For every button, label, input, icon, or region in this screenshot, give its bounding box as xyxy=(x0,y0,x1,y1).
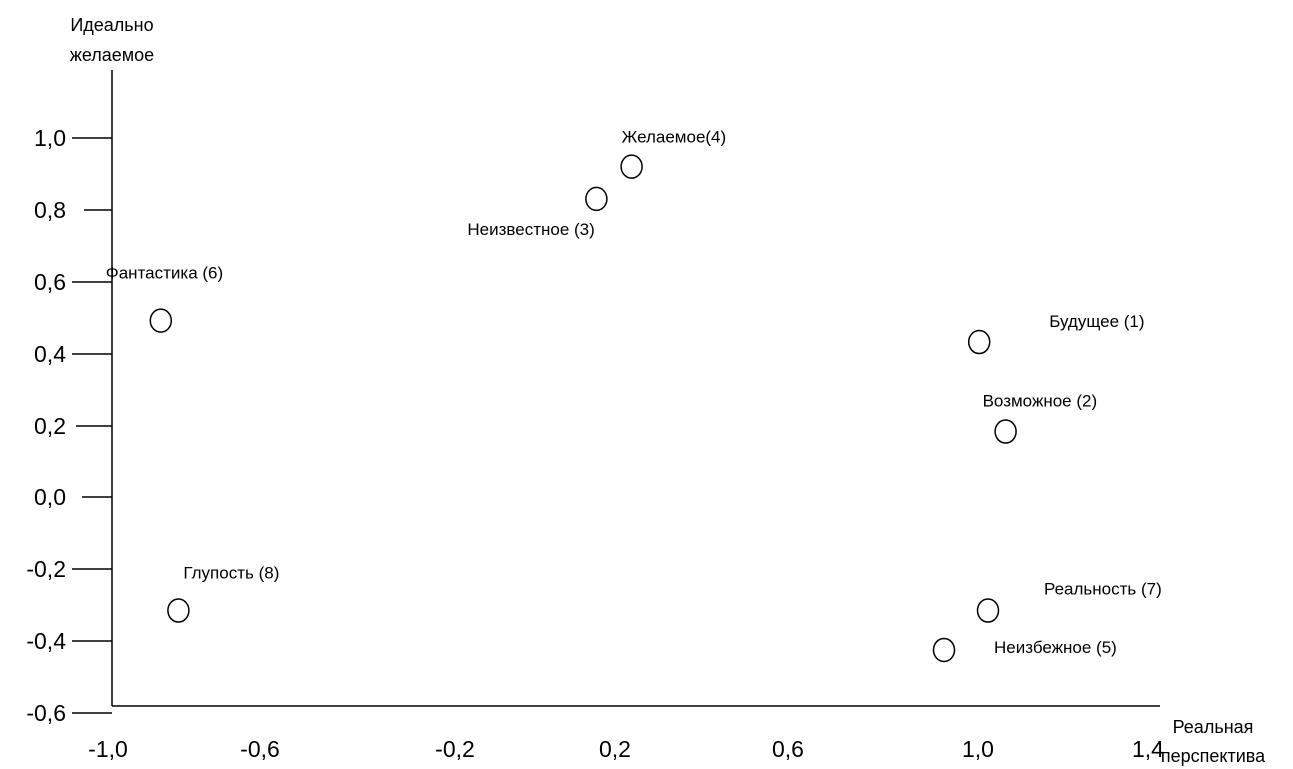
x-tick-group: -1,0 -0,6 -0,2 0,2 0,6 1,0 1,4 xyxy=(88,736,1164,762)
data-points-group: Будущее (1) Возможное (2) Неизвестное (3) Ж… xyxy=(106,128,1162,663)
data-point-marker xyxy=(620,154,643,179)
x-tick-label: 1,4 xyxy=(1132,736,1164,762)
data-point-label: Фантастика (6) xyxy=(106,264,223,283)
data-point-marker xyxy=(976,598,1000,623)
data-point-label: Желаемое(4) xyxy=(622,128,727,147)
x-tick-label: 0,6 xyxy=(772,736,804,762)
x-axis-title-line-2: перспектива xyxy=(1161,746,1266,766)
y-axis-title-line-1: Идеально xyxy=(70,15,153,35)
data-point-label: Неизвестное (3) xyxy=(467,220,594,239)
data-point-label: Будущее (1) xyxy=(1049,312,1144,331)
x-axis-title: Реальная перспектива xyxy=(1161,717,1266,766)
x-axis-title-line-1: Реальная xyxy=(1173,717,1254,737)
y-tick-label: 0,8 xyxy=(34,197,66,223)
y-tick-label: 0,2 xyxy=(34,413,66,439)
data-point-marker xyxy=(994,419,1017,444)
data-point-label: Неизбежное (5) xyxy=(994,638,1117,657)
x-tick-label: -0,6 xyxy=(240,736,280,762)
x-tick-label: 0,2 xyxy=(599,736,631,762)
y-axis-title: Идеально желаемое xyxy=(70,15,154,65)
y-tick-label: -0,6 xyxy=(26,700,66,726)
y-axis-title-line-2: желаемое xyxy=(70,45,154,65)
data-point-label: Возможное (2) xyxy=(983,392,1098,411)
y-tick-label: 1,0 xyxy=(34,125,66,151)
data-point-marker xyxy=(167,598,190,623)
data-point-label: Глупость (8) xyxy=(183,564,279,583)
x-tick-label: 1,0 xyxy=(962,736,994,762)
data-point-label: Реальность (7) xyxy=(1044,580,1162,599)
data-point-marker xyxy=(149,308,173,333)
y-tick-label: 0,4 xyxy=(34,341,66,367)
data-point-marker xyxy=(932,637,956,663)
y-tick-label: -0,4 xyxy=(26,628,66,654)
y-tick-label: 0,0 xyxy=(34,484,66,510)
y-tick-label: 0,6 xyxy=(34,269,66,295)
x-tick-label: -1,0 xyxy=(88,736,128,762)
y-tick-label: -0,2 xyxy=(26,556,66,582)
data-point-marker xyxy=(585,186,608,212)
x-tick-label: -0,2 xyxy=(435,736,475,762)
data-point-marker xyxy=(967,329,991,355)
y-tick-group: 1,0 0,8 0,6 0,4 0,2 0,0 -0,2 -0,4 -0,6 xyxy=(26,125,112,726)
